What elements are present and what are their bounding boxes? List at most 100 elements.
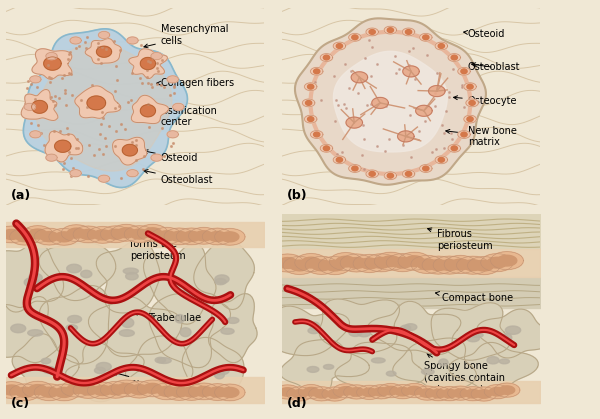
Polygon shape — [275, 385, 301, 399]
Polygon shape — [88, 227, 118, 243]
Polygon shape — [36, 43, 172, 171]
Point — [61, 86, 70, 93]
Polygon shape — [334, 51, 447, 152]
Polygon shape — [347, 258, 367, 268]
Polygon shape — [29, 229, 47, 239]
Point — [152, 65, 162, 71]
Polygon shape — [215, 228, 245, 245]
Point — [329, 73, 339, 80]
Point — [61, 102, 70, 109]
Point — [59, 72, 68, 78]
Point — [353, 90, 363, 96]
Polygon shape — [24, 278, 40, 287]
Polygon shape — [320, 145, 333, 152]
Polygon shape — [55, 232, 73, 242]
Polygon shape — [340, 254, 373, 272]
Point — [96, 59, 106, 66]
Point — [116, 175, 125, 181]
Point — [457, 84, 466, 91]
Point — [37, 129, 46, 136]
Polygon shape — [130, 385, 149, 395]
Polygon shape — [437, 387, 463, 401]
Polygon shape — [215, 275, 229, 283]
Polygon shape — [403, 28, 415, 36]
Point — [362, 101, 372, 108]
Point — [358, 151, 367, 158]
Polygon shape — [164, 384, 194, 400]
Point — [20, 100, 29, 107]
Point — [44, 73, 53, 80]
Polygon shape — [0, 243, 64, 312]
Polygon shape — [490, 388, 505, 396]
Polygon shape — [378, 383, 404, 398]
Polygon shape — [46, 52, 57, 59]
Polygon shape — [433, 256, 466, 274]
Polygon shape — [404, 256, 424, 266]
Point — [391, 70, 401, 77]
Polygon shape — [310, 67, 323, 75]
Point — [310, 79, 320, 85]
Point — [95, 131, 105, 137]
Polygon shape — [449, 342, 538, 392]
Point — [398, 142, 408, 148]
Polygon shape — [448, 386, 473, 400]
Point — [111, 127, 121, 134]
Polygon shape — [307, 367, 319, 372]
Text: (a): (a) — [11, 189, 31, 202]
Polygon shape — [94, 230, 112, 240]
Point — [346, 67, 356, 74]
Polygon shape — [319, 299, 400, 354]
Polygon shape — [416, 105, 432, 116]
Polygon shape — [505, 326, 521, 334]
Polygon shape — [34, 228, 65, 245]
Point — [59, 166, 68, 172]
Polygon shape — [271, 254, 304, 272]
Polygon shape — [335, 342, 425, 391]
Point — [48, 98, 58, 105]
Polygon shape — [344, 385, 370, 399]
Polygon shape — [221, 232, 239, 242]
Point — [46, 79, 55, 86]
Polygon shape — [477, 309, 551, 358]
Polygon shape — [387, 173, 394, 178]
Point — [66, 70, 76, 77]
Polygon shape — [310, 131, 323, 138]
Point — [138, 166, 148, 173]
Polygon shape — [29, 274, 42, 282]
Polygon shape — [87, 96, 106, 110]
Point — [68, 164, 78, 171]
Polygon shape — [428, 260, 448, 271]
Polygon shape — [214, 367, 229, 375]
Polygon shape — [374, 252, 407, 270]
Polygon shape — [336, 44, 343, 48]
Point — [165, 92, 175, 98]
Point — [170, 90, 179, 97]
Polygon shape — [304, 83, 317, 91]
Polygon shape — [182, 289, 193, 297]
Point — [98, 114, 107, 121]
Polygon shape — [308, 328, 320, 334]
Polygon shape — [16, 232, 34, 242]
Polygon shape — [448, 145, 461, 152]
Polygon shape — [44, 57, 61, 70]
Polygon shape — [422, 256, 455, 274]
Point — [26, 119, 35, 126]
Polygon shape — [369, 30, 375, 34]
Polygon shape — [497, 255, 517, 266]
Point — [112, 77, 122, 84]
Point — [50, 128, 59, 134]
Point — [24, 105, 34, 111]
Point — [33, 122, 43, 129]
Polygon shape — [491, 252, 523, 269]
Point — [64, 70, 74, 76]
Point — [341, 104, 351, 111]
Polygon shape — [164, 228, 194, 245]
Polygon shape — [182, 337, 244, 395]
Polygon shape — [322, 387, 347, 401]
Point — [143, 74, 152, 81]
Point — [137, 80, 147, 87]
Point — [54, 95, 64, 102]
Polygon shape — [359, 258, 379, 269]
Polygon shape — [467, 256, 500, 274]
Polygon shape — [314, 390, 329, 398]
